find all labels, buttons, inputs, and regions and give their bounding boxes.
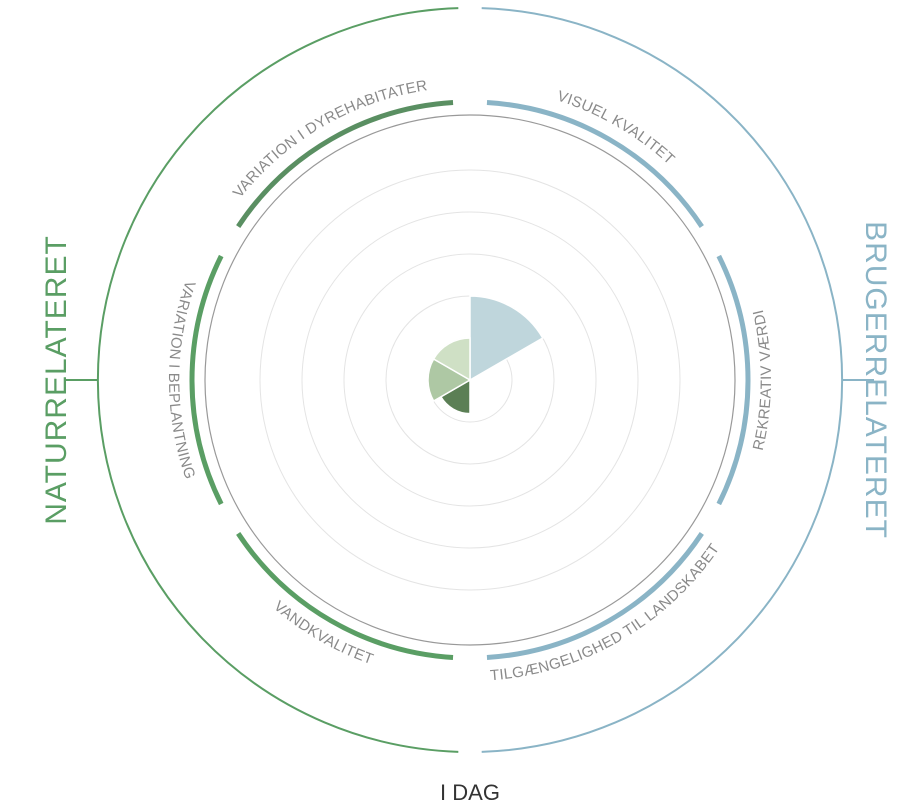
grid-ring [301, 211, 639, 549]
value-wedge [427, 357, 472, 403]
grid-ring [259, 169, 681, 591]
value-wedge [469, 295, 544, 382]
group-arc-brugerrelateret [481, 7, 844, 753]
value-wedges [427, 295, 544, 415]
category-label: REKREATIV VÆRDI [750, 308, 775, 452]
category-arc [189, 254, 224, 506]
category-label: TILGÆNGELIGHED TIL LANDSKABET [489, 541, 723, 685]
group-label-brugerrelateret: BRUGERRELATERET [859, 221, 892, 539]
category-arcs [66, 7, 874, 753]
category-label: VISUEL KVALITET [555, 88, 678, 169]
grid-ring [343, 253, 597, 507]
group-arc-naturrelateret [96, 7, 459, 753]
category-arc [486, 100, 704, 228]
value-wedge [432, 337, 471, 382]
category-arc [486, 532, 704, 660]
group-label-naturrelateret: NATURRELATERET [40, 235, 73, 525]
category-arc [716, 254, 751, 506]
frame-circle [204, 114, 736, 646]
category-arc [236, 532, 454, 660]
category-arc [236, 100, 454, 228]
chart-caption: I DAG [440, 780, 500, 805]
